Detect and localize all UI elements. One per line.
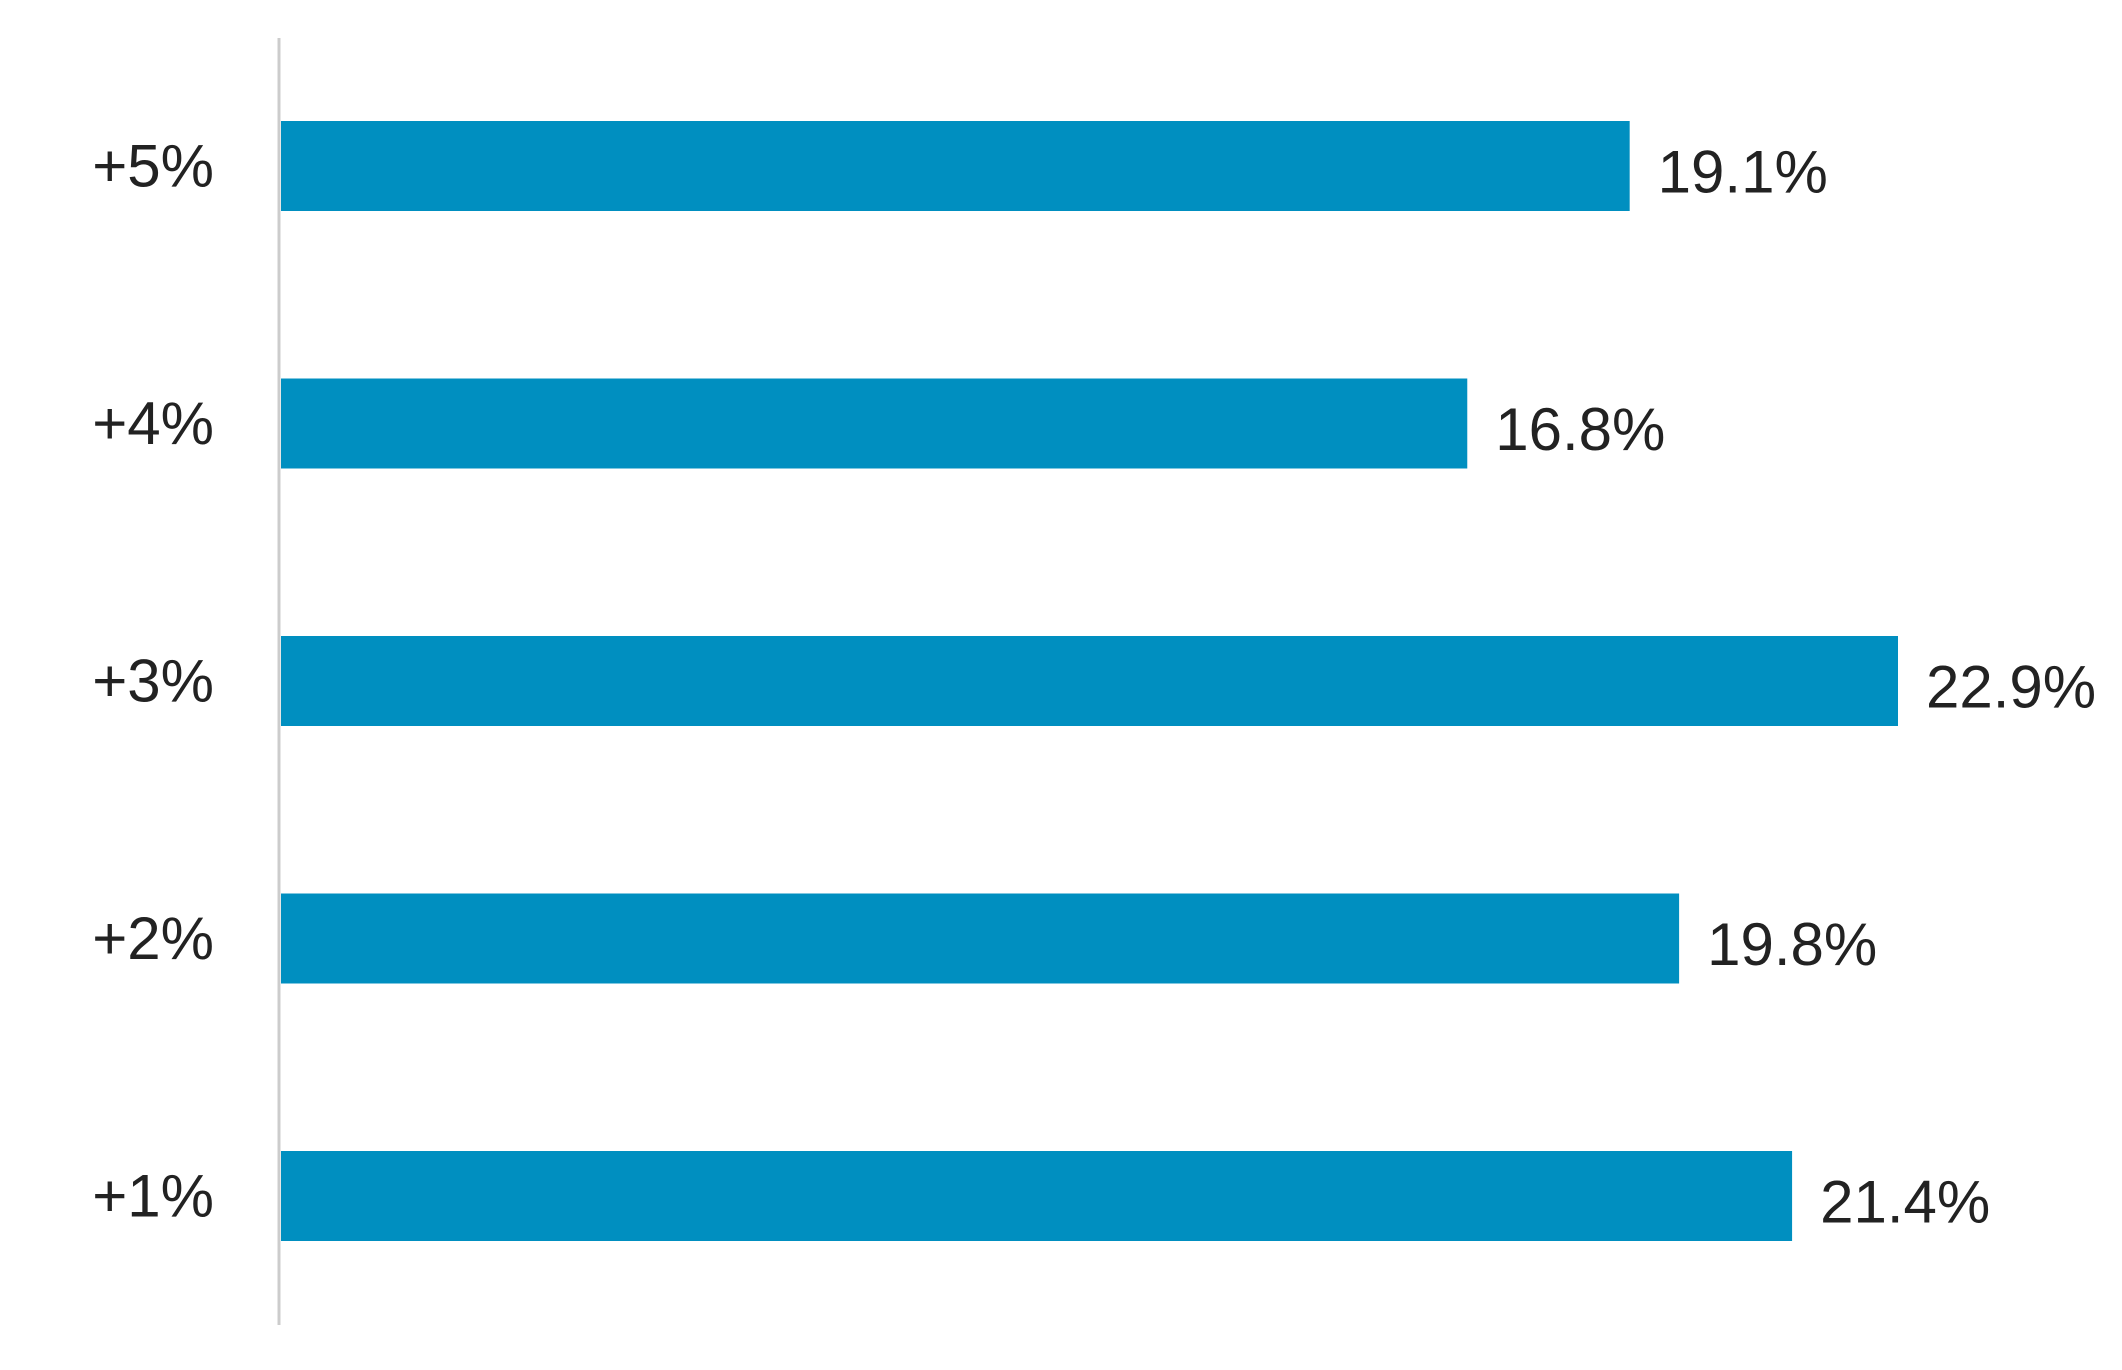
category-label-5: +1%: [92, 1163, 214, 1230]
bar-1: [281, 121, 1630, 211]
value-label-5: 21.4%: [1820, 1169, 1990, 1236]
category-label-2: +4%: [92, 390, 214, 457]
category-label-4: +2%: [92, 905, 214, 972]
bars-layer: [281, 121, 1898, 1241]
value-label-3: 22.9%: [1926, 654, 2096, 721]
bar-2: [281, 378, 1468, 469]
category-label-3: +3%: [92, 648, 214, 715]
value-labels-layer: 19.1% 16.8% 22.9% 19.8% 21.4%: [1495, 139, 2096, 1236]
bar-5: [281, 1151, 1793, 1241]
category-labels-layer: +5% +4% +3% +2% +1%: [92, 133, 214, 1230]
value-label-4: 19.8%: [1707, 911, 1877, 978]
bar-4: [281, 893, 1680, 984]
bar-3: [281, 636, 1898, 726]
value-label-1: 19.1%: [1658, 139, 1828, 206]
value-label-2: 16.8%: [1495, 396, 1665, 463]
category-label-1: +5%: [92, 133, 214, 200]
